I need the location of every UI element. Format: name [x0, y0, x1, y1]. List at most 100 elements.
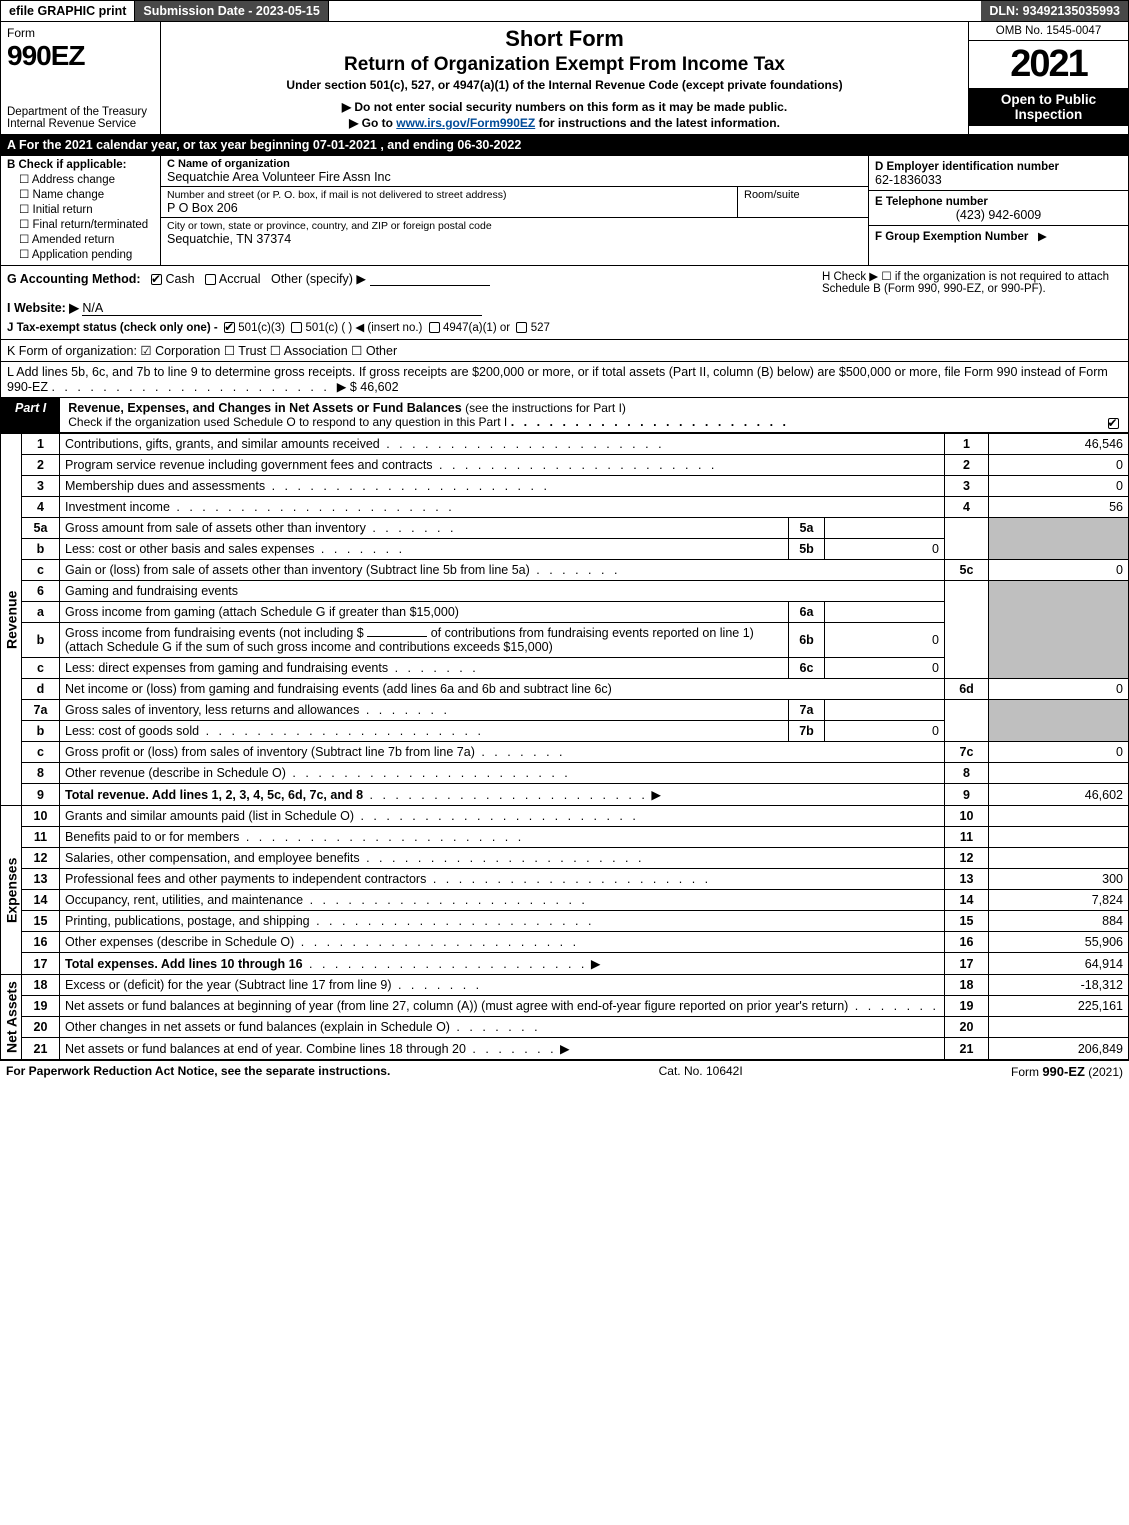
g-label: G Accounting Method: — [7, 272, 141, 286]
chk-527[interactable] — [516, 322, 527, 333]
line-15: 15 Printing, publications, postage, and … — [1, 911, 1129, 932]
col-c: C Name of organization Sequatchie Area V… — [161, 156, 868, 265]
city-value: Sequatchie, TN 37374 — [167, 232, 291, 246]
line-9: 9 Total revenue. Add lines 1, 2, 3, 4, 5… — [1, 784, 1129, 806]
header-middle: Short Form Return of Organization Exempt… — [161, 22, 968, 134]
return-of-title: Return of Organization Exempt From Incom… — [169, 54, 960, 76]
header-left: Form 990EZ Department of the Treasury In… — [1, 22, 161, 134]
form-number: 990EZ — [7, 40, 154, 72]
expenses-label: Expenses — [1, 806, 22, 975]
chk-501c3[interactable] — [224, 322, 235, 333]
goto-line: ▶ Go to www.irs.gov/Form990EZ for instru… — [169, 116, 960, 130]
chk-name-change[interactable]: ☐ Name change — [19, 187, 154, 201]
col-b-checkboxes: B Check if applicable: ☐ Address change … — [1, 156, 161, 265]
c-addr-block: Number and street (or P. O. box, if mail… — [161, 187, 868, 218]
amt-2: 0 — [989, 455, 1129, 476]
amt-17: 64,914 — [989, 953, 1129, 975]
part1-sub: Check if the organization used Schedule … — [68, 415, 507, 429]
line-13: 13 Professional fees and other payments … — [1, 869, 1129, 890]
line-16: 16 Other expenses (describe in Schedule … — [1, 932, 1129, 953]
row-l: L Add lines 5b, 6c, and 7b to line 9 to … — [0, 362, 1129, 398]
under-section: Under section 501(c), 527, or 4947(a)(1)… — [169, 78, 960, 92]
chk-4947[interactable] — [429, 322, 440, 333]
amt-14: 7,824 — [989, 890, 1129, 911]
part1-title: Revenue, Expenses, and Changes in Net As… — [60, 398, 1098, 432]
amt-7a — [825, 700, 945, 721]
c-city-block: City or town, state or province, country… — [161, 218, 868, 248]
form-header: Form 990EZ Department of the Treasury In… — [0, 21, 1129, 135]
amt-5a — [825, 518, 945, 539]
goto-link[interactable]: www.irs.gov/Form990EZ — [396, 116, 535, 130]
chk-cash[interactable] — [151, 274, 162, 285]
ein-label: D Employer identification number — [875, 161, 1059, 173]
j-tax-exempt: J Tax-exempt status (check only one) - 5… — [7, 318, 792, 336]
d-ein: D Employer identification number 62-1836… — [869, 156, 1128, 191]
other-specify[interactable] — [370, 285, 490, 286]
amt-21: 206,849 — [989, 1038, 1129, 1060]
amt-6c: 0 — [825, 658, 945, 679]
chk-amended[interactable]: ☐ Amended return — [19, 232, 154, 246]
line-7c: c Gross profit or (loss) from sales of i… — [1, 742, 1129, 763]
6b-amount-blank[interactable] — [367, 636, 427, 637]
l-amt: ▶ $ 46,602 — [337, 380, 399, 394]
amt-13: 300 — [989, 869, 1129, 890]
amt-12 — [989, 848, 1129, 869]
amt-16: 55,906 — [989, 932, 1129, 953]
g-left: G Accounting Method: Cash Accrual Other … — [7, 269, 792, 336]
omb-number: OMB No. 1545-0047 — [969, 22, 1128, 41]
part1-tab: Part I — [1, 398, 60, 432]
org-name: Sequatchie Area Volunteer Fire Assn Inc — [167, 170, 391, 184]
c-name-block: C Name of organization Sequatchie Area V… — [161, 156, 868, 187]
goto-pre: ▶ Go to — [349, 116, 396, 130]
submission-date: Submission Date - 2023-05-15 — [135, 1, 328, 21]
room-suite: Room/suite — [738, 187, 868, 217]
chk-address-change[interactable]: ☐ Address change — [19, 172, 154, 186]
amt-15: 884 — [989, 911, 1129, 932]
amt-19: 225,161 — [989, 996, 1129, 1017]
net-assets-label: Net Assets — [1, 975, 22, 1060]
line-11: 11 Benefits paid to or for members 11 — [1, 827, 1129, 848]
g-accounting: G Accounting Method: Cash Accrual Other … — [7, 269, 792, 288]
chk-501c[interactable] — [291, 322, 302, 333]
part1-check[interactable] — [1098, 398, 1128, 432]
line-6d: d Net income or (loss) from gaming and f… — [1, 679, 1129, 700]
short-form-title: Short Form — [169, 26, 960, 52]
do-not-enter: ▶ Do not enter social security numbers o… — [169, 100, 960, 114]
line-5a: 5a Gross amount from sale of assets othe… — [1, 518, 1129, 539]
topbar-spacer — [329, 1, 982, 21]
chk-app-pending[interactable]: ☐ Application pending — [19, 247, 154, 261]
part1-note: (see the instructions for Part I) — [465, 401, 626, 415]
org-info-grid: B Check if applicable: ☐ Address change … — [0, 156, 1129, 266]
c-name-label: C Name of organization — [167, 158, 862, 170]
grp-arrow: ▶ — [1038, 231, 1047, 243]
street-block: Number and street (or P. O. box, if mail… — [161, 187, 738, 217]
amt-6b: 0 — [825, 623, 945, 658]
tel-label: E Telephone number — [875, 196, 988, 208]
part1-header: Part I Revenue, Expenses, and Changes in… — [0, 398, 1129, 433]
chk-accrual[interactable] — [205, 274, 216, 285]
l-dots — [51, 380, 329, 394]
amt-9: 46,602 — [989, 784, 1129, 806]
j-label: J Tax-exempt status (check only one) - — [7, 322, 218, 334]
amt-6d: 0 — [989, 679, 1129, 700]
goto-post: for instructions and the latest informat… — [535, 116, 780, 130]
website-value: N/A — [82, 301, 482, 316]
open-to-public: Open to Public Inspection — [969, 88, 1128, 126]
revenue-label: Revenue — [1, 434, 22, 806]
line-8: 8 Other revenue (describe in Schedule O)… — [1, 763, 1129, 784]
footer-cat: Cat. No. 10642I — [659, 1064, 743, 1079]
line-19: 19 Net assets or fund balances at beginn… — [1, 996, 1129, 1017]
efile-link[interactable]: efile GRAPHIC print — [1, 1, 135, 21]
amt-18: -18,312 — [989, 975, 1129, 996]
row-gh: G Accounting Method: Cash Accrual Other … — [0, 266, 1129, 340]
grp-label: F Group Exemption Number — [875, 231, 1028, 243]
chk-final-return[interactable]: ☐ Final return/terminated — [19, 217, 154, 231]
line-12: 12 Salaries, other compensation, and emp… — [1, 848, 1129, 869]
amt-5b: 0 — [825, 539, 945, 560]
h-schedule-b: H Check ▶ ☐ if the organization is not r… — [822, 269, 1122, 336]
line-7a: 7a Gross sales of inventory, less return… — [1, 700, 1129, 721]
line-14: 14 Occupancy, rent, utilities, and maint… — [1, 890, 1129, 911]
chk-initial-return[interactable]: ☐ Initial return — [19, 202, 154, 216]
line-4: 4 Investment income 4 56 — [1, 497, 1129, 518]
amt-11 — [989, 827, 1129, 848]
